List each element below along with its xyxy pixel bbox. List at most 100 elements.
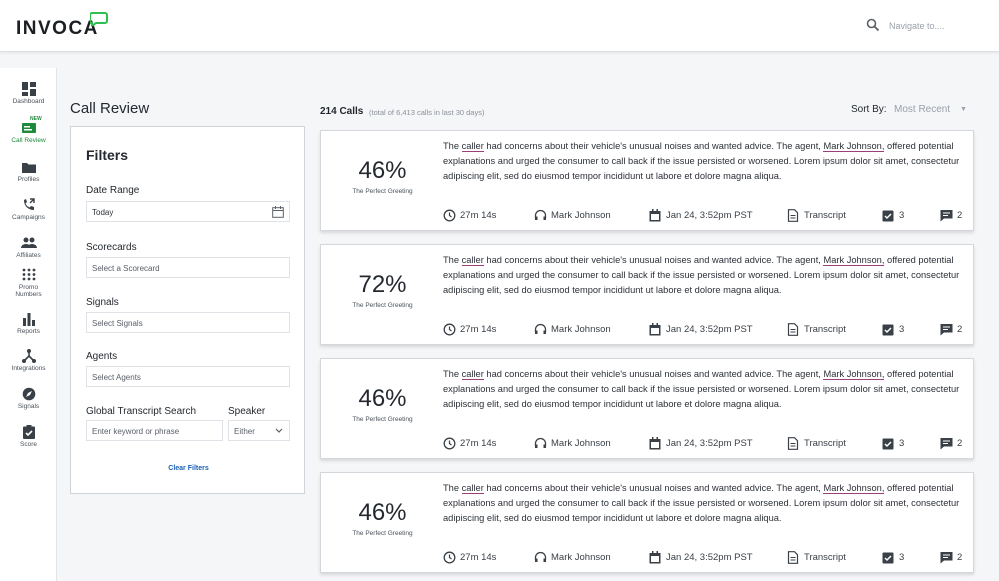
score-label: The Perfect Greeting [352,302,413,309]
caller-highlight[interactable]: caller [461,483,484,494]
summary-text: The [443,483,462,493]
agent-highlight[interactable]: Mark Johnson, [823,141,885,152]
navigate-search[interactable]: Navigate to.... [866,18,986,36]
filters-panel: Filters Date Range Today Scorecards Sele… [70,126,305,494]
page-title: Call Review [70,100,150,117]
caller-highlight[interactable]: caller [461,255,484,266]
comment-icon [940,210,953,222]
summary-text: had concerns about their vehicle's unusu… [483,141,824,151]
phone-forward-icon [23,198,35,210]
checks-value: 3 [899,324,905,335]
agents-select[interactable]: Select Agents [86,366,290,387]
comments-value: 2 [957,438,963,449]
sidebar-item-label: Profiles [17,176,40,183]
integrations-icon [21,349,36,363]
transcript-search-label: Global Transcript Search [86,406,197,417]
comment-icon [940,324,953,336]
agent-name[interactable]: Mark Johnson [551,552,611,563]
sidebar-item-score[interactable]: Score [0,425,57,461]
checks-value: 3 [899,210,905,221]
summary-text: The [443,141,462,151]
summary-text: The [443,255,462,265]
clipboard-check-icon [22,425,35,439]
agent-highlight[interactable]: Mark Johnson, [823,255,885,266]
summary-text: offered potential explanations and urged… [443,369,960,409]
calls-total: (total of 6,413 calls in last 30 days) [369,108,485,117]
calendar-icon [649,437,661,450]
document-icon [787,551,799,564]
transcript-label[interactable]: Transcript [804,552,846,563]
sidebar-item-campaigns[interactable]: Campaigns [0,198,57,234]
summary-text: offered potential explanations and urged… [443,141,960,181]
agent-name[interactable]: Mark Johnson [551,438,611,449]
caller-highlight[interactable]: caller [461,141,484,152]
calls-count: 214 Calls [320,106,364,117]
sidebar-item-label: Score [20,441,37,448]
transcript-label[interactable]: Transcript [804,438,846,449]
score-percent: 46% [358,499,407,526]
clipboard-check-icon [882,324,894,336]
clock-icon [443,551,456,564]
caret-down-icon[interactable]: ▼ [960,106,967,113]
comments-value: 2 [957,552,963,563]
chevron-down-icon [275,428,283,433]
headset-icon [534,437,547,448]
agent-name[interactable]: Mark Johnson [551,324,611,335]
sidebar-item-signals[interactable]: Signals [0,387,57,423]
caller-highlight[interactable]: caller [461,369,484,380]
agent-name[interactable]: Mark Johnson [551,210,611,221]
sidebar-item-integrations[interactable]: Integrations [0,349,57,385]
agent-highlight[interactable]: Mark Johnson, [823,483,885,494]
dialpad-icon [22,268,35,281]
sort-label: Sort By: [851,104,887,115]
invoca-logo[interactable]: INVOCA [16,18,99,39]
calendar-icon [649,323,661,336]
summary-text: had concerns about their vehicle's unusu… [483,369,824,379]
sidebar-item-dashboard[interactable]: Dashboard [0,82,57,118]
search-input[interactable]: Navigate to.... [889,21,945,31]
signals-select[interactable]: Select Signals [86,312,290,333]
clock-icon [443,209,456,222]
date-text: Jan 24, 3:52pm PST [666,210,753,221]
call-card[interactable]: 46% The Perfect Greeting The caller had … [320,472,974,573]
clear-filters-button[interactable]: Clear Filters [168,465,209,472]
calendar-icon [649,209,661,222]
sidebar-item-affiliates[interactable]: Affiliates [0,236,57,272]
transcript-search-input[interactable]: Enter keyword or phrase [86,420,223,441]
bar-chart-icon [22,313,35,326]
scorecards-select[interactable]: Select a Scorecard [86,257,290,278]
sidebar-item-promo-numbers[interactable]: Promo Numbers [0,268,57,304]
comment-icon [940,438,953,450]
calendar-icon[interactable] [272,206,284,218]
comments-value: 2 [957,210,963,221]
agent-highlight[interactable]: Mark Johnson, [823,369,885,380]
signals-label: Signals [86,297,119,308]
transcript-label[interactable]: Transcript [804,210,846,221]
sidebar-item-profiles[interactable]: Profiles [0,160,57,196]
summary-text: had concerns about their vehicle's unusu… [483,483,824,493]
compass-icon [22,387,35,401]
headset-icon [534,323,547,334]
search-icon [866,18,880,32]
score-label: The Perfect Greeting [352,188,413,195]
duration-text: 27m 14s [460,438,497,449]
sidebar: Dashboard NEW Call Review Profiles Campa… [0,68,57,581]
call-card[interactable]: 46% The Perfect Greeting The caller had … [320,130,974,231]
call-summary: The caller had concerns about their vehi… [443,253,963,298]
headset-icon [534,209,547,220]
headset-icon [534,551,547,562]
call-card[interactable]: 46% The Perfect Greeting The caller had … [320,358,974,459]
call-card[interactable]: 72% The Perfect Greeting The caller had … [320,244,974,345]
sidebar-item-reports[interactable]: Reports [0,312,57,348]
sidebar-item-label: Reports [17,328,40,335]
sidebar-item-label: Integrations [11,365,46,372]
sort-select[interactable]: Most Recent [894,104,951,115]
sidebar-item-call-review[interactable]: NEW Call Review [0,116,57,157]
calendar-icon [649,551,661,564]
transcript-label[interactable]: Transcript [804,324,846,335]
sidebar-item-label: Call Review [11,137,46,144]
score-percent: 72% [358,271,407,298]
summary-text: offered potential explanations and urged… [443,255,960,295]
speaker-select[interactable]: Either [228,420,290,441]
date-range-field[interactable]: Today [86,201,290,222]
